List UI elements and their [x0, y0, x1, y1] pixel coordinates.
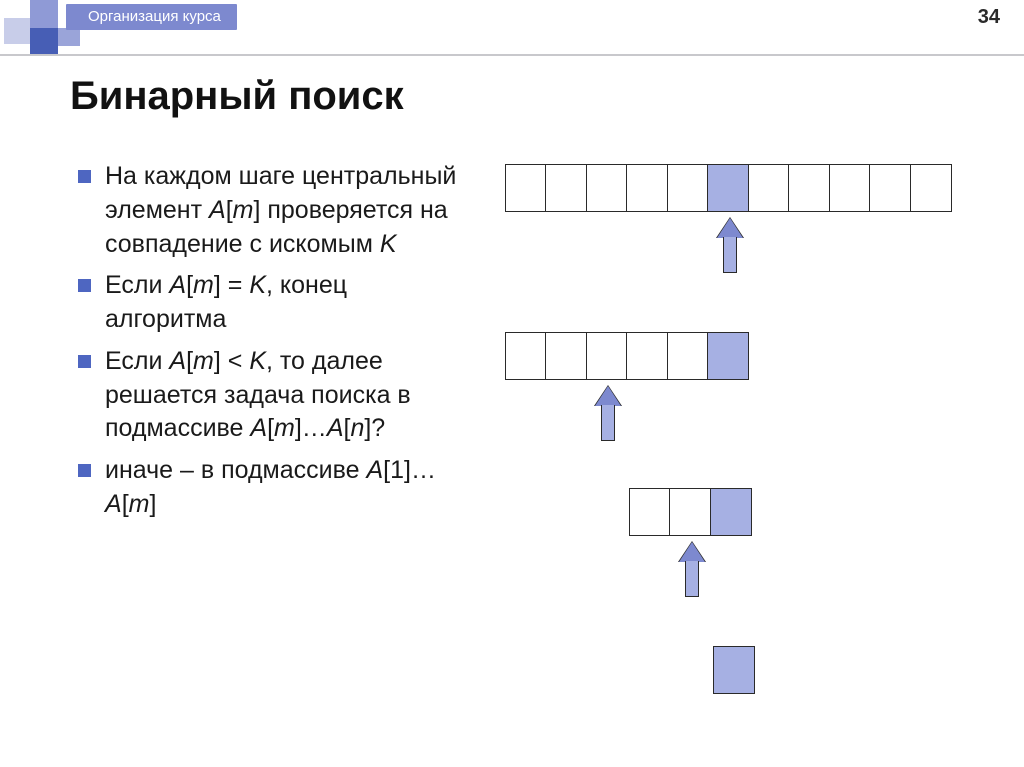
array-cell — [545, 164, 587, 212]
array-cell — [626, 164, 668, 212]
array-cell-highlight — [707, 332, 749, 380]
bullet-marker-icon — [78, 464, 91, 477]
bullet-text: иначе – в подмассиве A[1]…A[m] — [105, 454, 458, 522]
header-decor-square — [58, 28, 80, 46]
array-cell — [667, 164, 709, 212]
array-cell — [586, 164, 628, 212]
pointer-arrow-icon — [679, 542, 705, 598]
breadcrumb: Организация курса — [66, 4, 237, 30]
array-cell-highlight — [713, 646, 755, 694]
array-cell — [829, 164, 871, 212]
array-cell — [505, 332, 547, 380]
bullet-text: Если A[m] < K, то далее решается задача … — [105, 345, 458, 446]
bullet-marker-icon — [78, 355, 91, 368]
header-decor-square — [30, 28, 58, 54]
bullet-item: Если A[m] = K, конец алгоритма — [78, 269, 458, 337]
pointer-arrow-icon — [717, 218, 743, 274]
header-decor-square — [4, 18, 30, 44]
slide-header: Организация курса 34 — [0, 0, 1024, 56]
bullet-marker-icon — [78, 279, 91, 292]
array-cell — [586, 332, 628, 380]
array-row — [506, 164, 952, 212]
slide-title: Бинарный поиск — [70, 74, 404, 119]
array-cell — [667, 332, 709, 380]
bullet-item: иначе – в подмассиве A[1]…A[m] — [78, 454, 458, 522]
array-row — [506, 332, 749, 380]
array-cell — [669, 488, 711, 536]
bullet-list: На каждом шаге центральный элемент A[m] … — [78, 160, 458, 530]
binary-search-diagram — [506, 152, 986, 692]
array-row — [714, 646, 755, 694]
array-cell — [626, 332, 668, 380]
array-cell-highlight — [707, 164, 749, 212]
array-row — [630, 488, 752, 536]
bullet-marker-icon — [78, 170, 91, 183]
array-cell — [910, 164, 952, 212]
array-cell-highlight — [710, 488, 752, 536]
array-cell — [788, 164, 830, 212]
array-cell — [748, 164, 790, 212]
bullet-text: Если A[m] = K, конец алгоритма — [105, 269, 458, 337]
array-cell — [629, 488, 671, 536]
bullet-text: На каждом шаге центральный элемент A[m] … — [105, 160, 458, 261]
header-decor-square — [30, 0, 58, 28]
array-cell — [505, 164, 547, 212]
array-cell — [545, 332, 587, 380]
bullet-item: Если A[m] < K, то далее решается задача … — [78, 345, 458, 446]
pointer-arrow-icon — [595, 386, 621, 442]
page-number: 34 — [978, 6, 1000, 29]
bullet-item: На каждом шаге центральный элемент A[m] … — [78, 160, 458, 261]
array-cell — [869, 164, 911, 212]
